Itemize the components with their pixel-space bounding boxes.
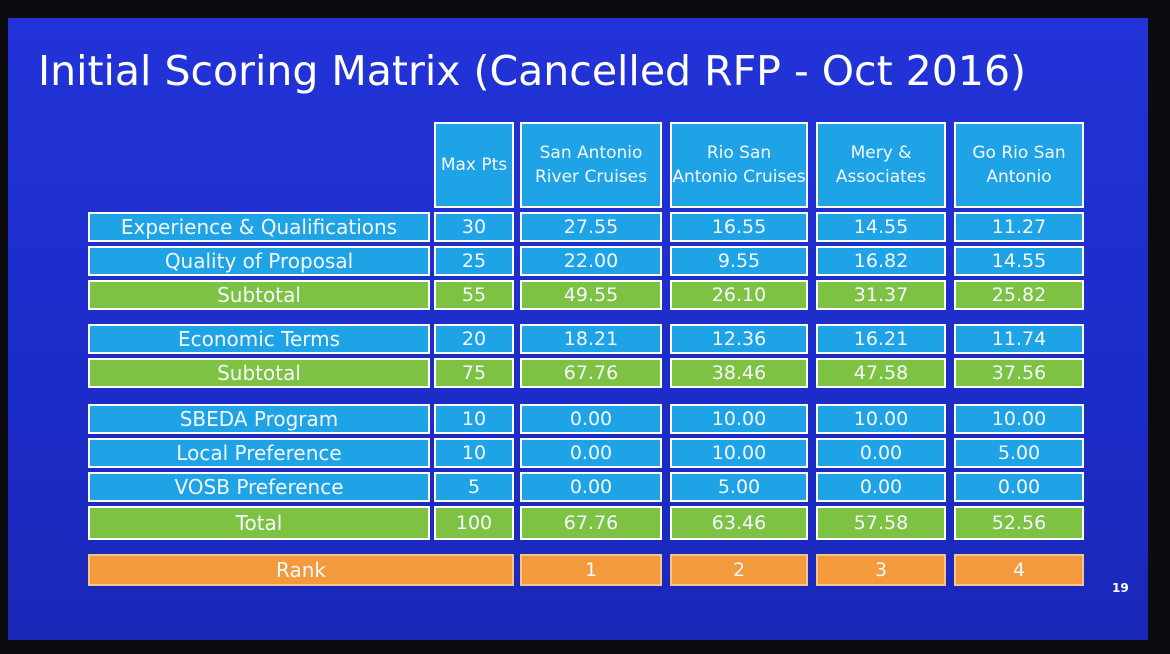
score-cell: 67.76 <box>520 506 662 540</box>
row-label-vosb: VOSB Preference <box>88 472 430 502</box>
rank-cell: 1 <box>520 554 662 586</box>
score-cell: 49.55 <box>520 280 662 310</box>
score-cell: 5.00 <box>670 472 808 502</box>
score-cell: 47.58 <box>816 358 946 388</box>
row-label-local: Local Preference <box>88 438 430 468</box>
score-cell: 67.76 <box>520 358 662 388</box>
header-vendor-3: Mery & Associates <box>816 122 946 208</box>
score-cell: 10.00 <box>816 404 946 434</box>
max-cell: 30 <box>434 212 514 242</box>
header-max-pts: Max Pts <box>434 122 514 208</box>
page-number: 19 <box>1112 581 1129 595</box>
row-label-experience: Experience & Qualifications <box>88 212 430 242</box>
score-cell: 16.55 <box>670 212 808 242</box>
score-cell: 27.55 <box>520 212 662 242</box>
score-cell: 14.55 <box>816 212 946 242</box>
score-cell: 18.21 <box>520 324 662 354</box>
row-label-economic: Economic Terms <box>88 324 430 354</box>
score-cell: 25.82 <box>954 280 1084 310</box>
slide: Initial Scoring Matrix (Cancelled RFP - … <box>8 18 1148 640</box>
header-vendor-2: Rio San Antonio Cruises <box>670 122 808 208</box>
slide-title: Initial Scoring Matrix (Cancelled RFP - … <box>38 47 1027 95</box>
rank-label: Rank <box>88 554 514 586</box>
rank-cell: 2 <box>670 554 808 586</box>
score-cell: 10.00 <box>954 404 1084 434</box>
score-cell: 0.00 <box>816 472 946 502</box>
max-cell: 100 <box>434 506 514 540</box>
score-cell: 0.00 <box>520 438 662 468</box>
rank-cell: 3 <box>816 554 946 586</box>
score-cell: 63.46 <box>670 506 808 540</box>
score-cell: 0.00 <box>954 472 1084 502</box>
score-cell: 16.82 <box>816 246 946 276</box>
score-cell: 52.56 <box>954 506 1084 540</box>
max-cell: 20 <box>434 324 514 354</box>
score-cell: 10.00 <box>670 438 808 468</box>
score-cell: 16.21 <box>816 324 946 354</box>
header-vendor-1: San Antonio River Cruises <box>520 122 662 208</box>
row-label-sbeda: SBEDA Program <box>88 404 430 434</box>
row-label-subtotal-1: Subtotal <box>88 280 430 310</box>
score-cell: 31.37 <box>816 280 946 310</box>
score-cell: 57.58 <box>816 506 946 540</box>
max-cell: 55 <box>434 280 514 310</box>
score-cell: 38.46 <box>670 358 808 388</box>
score-cell: 11.74 <box>954 324 1084 354</box>
rank-cell: 4 <box>954 554 1084 586</box>
score-cell: 37.56 <box>954 358 1084 388</box>
score-cell: 9.55 <box>670 246 808 276</box>
score-cell: 11.27 <box>954 212 1084 242</box>
max-cell: 5 <box>434 472 514 502</box>
row-label-subtotal-2: Subtotal <box>88 358 430 388</box>
score-cell: 0.00 <box>520 404 662 434</box>
row-label-quality: Quality of Proposal <box>88 246 430 276</box>
score-cell: 22.00 <box>520 246 662 276</box>
score-cell: 10.00 <box>670 404 808 434</box>
max-cell: 75 <box>434 358 514 388</box>
header-vendor-4: Go Rio San Antonio <box>954 122 1084 208</box>
score-cell: 0.00 <box>816 438 946 468</box>
score-cell: 14.55 <box>954 246 1084 276</box>
score-cell: 5.00 <box>954 438 1084 468</box>
max-cell: 10 <box>434 438 514 468</box>
score-cell: 26.10 <box>670 280 808 310</box>
max-cell: 25 <box>434 246 514 276</box>
max-cell: 10 <box>434 404 514 434</box>
row-label-total: Total <box>88 506 430 540</box>
score-cell: 0.00 <box>520 472 662 502</box>
score-cell: 12.36 <box>670 324 808 354</box>
